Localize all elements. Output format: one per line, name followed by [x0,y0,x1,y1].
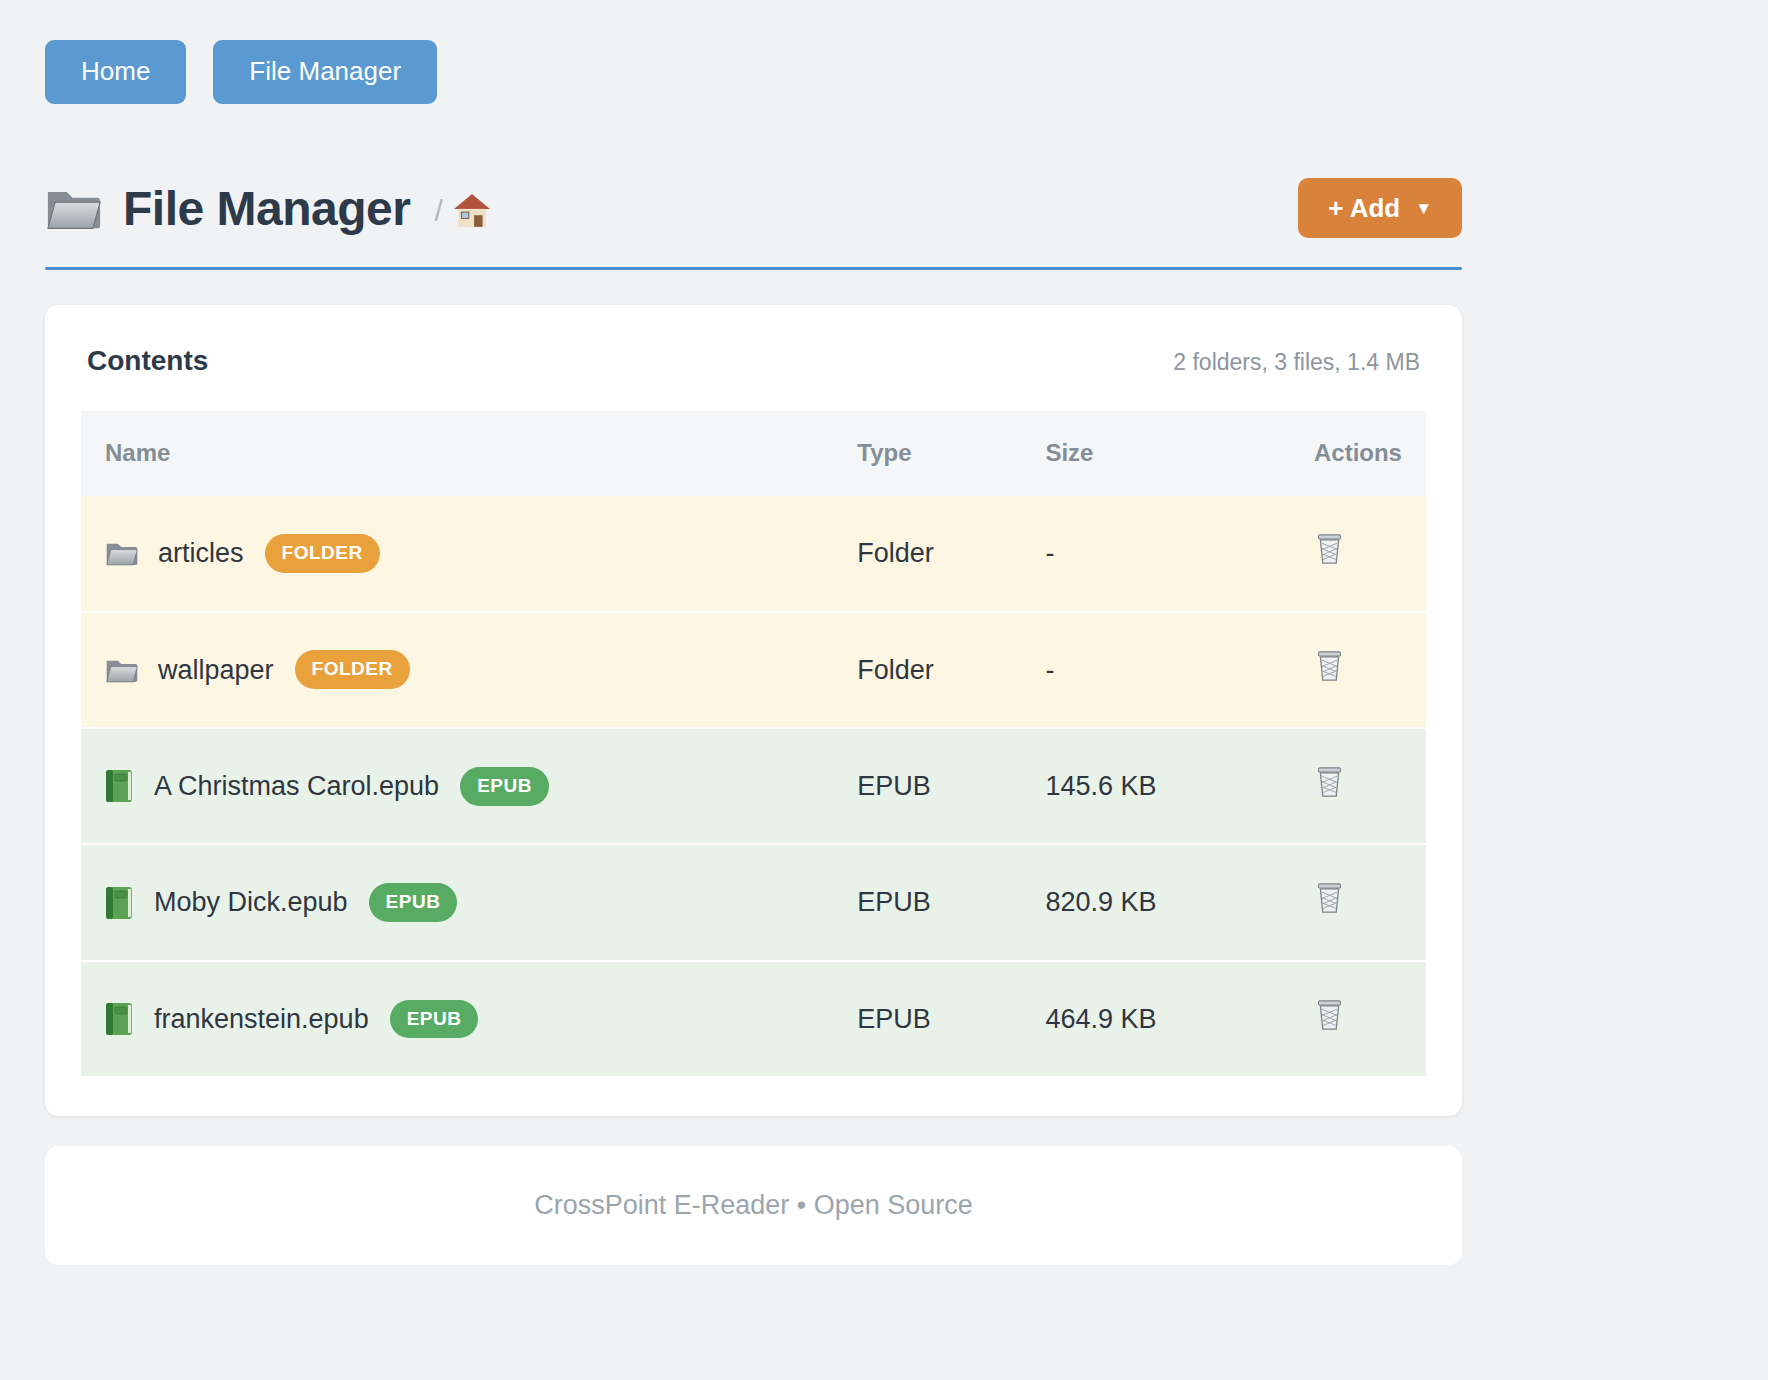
footer-text: CrossPoint E-Reader • Open Source [534,1190,973,1220]
trash-icon [1314,649,1345,684]
file-size-cell: 464.9 KB [1021,961,1290,1076]
table-body: articles FOLDER Folder - [81,496,1426,1076]
column-header-actions: Actions [1290,411,1426,496]
file-name-link[interactable]: wallpaper [158,654,274,686]
folder-icon [45,184,103,232]
file-name-link[interactable]: A Christmas Carol.epub [154,770,439,802]
home-icon[interactable] [453,193,491,229]
green-book-icon [105,1002,135,1036]
title-underline [45,267,1462,270]
contents-card: Contents 2 folders, 3 files, 1.4 MB Name… [45,305,1462,1116]
trash-icon [1314,765,1345,800]
top-nav: Home File Manager [45,0,1462,104]
file-type-cell: Folder [833,612,1021,728]
page-title-group: File Manager / [45,181,491,236]
file-type-badge: FOLDER [295,650,410,689]
delete-button[interactable] [1314,998,1345,1033]
file-type-cell: EPUB [833,961,1021,1076]
file-type-cell: EPUB [833,728,1021,844]
contents-heading: Contents [87,345,208,377]
trash-icon [1314,881,1345,916]
table-row: A Christmas Carol.epub EPUB EPUB 145.6 K… [81,728,1426,844]
file-name-link[interactable]: articles [158,537,244,569]
delete-button[interactable] [1314,532,1345,567]
file-type-badge: EPUB [460,767,549,806]
file-type-badge: EPUB [390,1000,479,1039]
file-actions-cell [1290,728,1426,844]
file-size-cell: - [1021,496,1290,611]
file-type-badge: FOLDER [265,534,380,573]
contents-card-header: Contents 2 folders, 3 files, 1.4 MB [81,345,1426,377]
file-actions-cell [1290,961,1426,1076]
green-book-icon [105,886,135,920]
column-header-type: Type [833,411,1021,496]
trash-icon [1314,998,1345,1033]
files-table: Name Type Size Actions articles [81,411,1426,1076]
folder-icon [105,539,139,567]
table-row: articles FOLDER Folder - [81,496,1426,611]
file-actions-cell [1290,496,1426,611]
page-content: Home File Manager File Manager / + Add ▼… [45,0,1462,1265]
delete-button[interactable] [1314,881,1345,916]
table-row: wallpaper FOLDER Folder - [81,612,1426,728]
delete-button[interactable] [1314,649,1345,684]
add-button[interactable]: + Add ▼ [1298,178,1462,239]
breadcrumb-separator: / [434,194,442,228]
page-header: File Manager / + Add ▼ [45,178,1462,239]
column-header-name: Name [81,411,833,496]
file-type-cell: EPUB [833,844,1021,960]
file-size-cell: 820.9 KB [1021,844,1290,960]
file-type-badge: EPUB [369,883,458,922]
file-type-cell: Folder [833,496,1021,611]
table-row: Moby Dick.epub EPUB EPUB 820.9 KB [81,844,1426,960]
delete-button[interactable] [1314,765,1345,800]
file-actions-cell [1290,844,1426,960]
contents-summary: 2 folders, 3 files, 1.4 MB [1173,349,1420,376]
table-row: frankenstein.epub EPUB EPUB 464.9 KB [81,961,1426,1076]
page-title: File Manager [123,181,410,236]
file-size-cell: 145.6 KB [1021,728,1290,844]
folder-icon [105,656,139,684]
table-header: Name Type Size Actions [81,411,1426,496]
trash-icon [1314,532,1345,567]
home-nav-button[interactable]: Home [45,40,186,104]
file-actions-cell [1290,612,1426,728]
footer-card: CrossPoint E-Reader • Open Source [45,1146,1462,1265]
green-book-icon [105,769,135,803]
column-header-size: Size [1021,411,1290,496]
file-size-cell: - [1021,612,1290,728]
file-name-link[interactable]: frankenstein.epub [154,1003,369,1035]
file-name-link[interactable]: Moby Dick.epub [154,886,348,918]
chevron-down-icon: ▼ [1415,200,1432,219]
file-manager-nav-button[interactable]: File Manager [213,40,437,104]
add-button-label: + Add [1328,194,1400,223]
